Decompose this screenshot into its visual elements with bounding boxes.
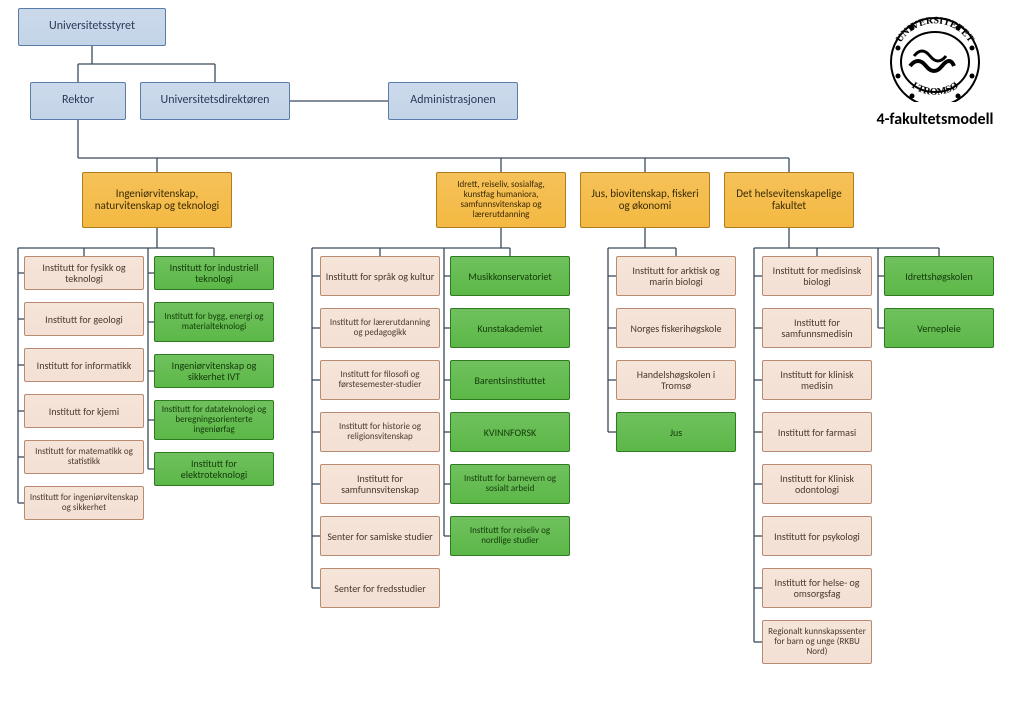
node-f2b1: Musikkonservatoriet: [450, 256, 570, 296]
node-f4b1: Idrettshøgskolen: [884, 256, 994, 296]
node-f3a1: Institutt for arktisk og marin biologi: [616, 256, 736, 296]
node-fak4: Det helsevitenskapelige fakultet: [724, 172, 854, 228]
node-f2a7: Senter for fredsstudier: [320, 568, 440, 608]
node-f1a6: Institutt for ingeniørvitenskap og sikke…: [24, 486, 144, 520]
node-f4b2: Vernepleie: [884, 308, 994, 348]
node-rektor: Rektor: [30, 82, 126, 120]
node-f1b3: Ingeniørvitenskap og sikkerhet IVT: [154, 354, 274, 388]
node-f2a2: Institutt for lærerutdanning og pedagogi…: [320, 308, 440, 348]
node-f4a4: Institutt for farmasi: [762, 412, 872, 452]
node-f1a1: Institutt for fysikk og teknologi: [24, 256, 144, 290]
node-f1a3: Institutt for informatikk: [24, 348, 144, 382]
node-f3a3: Handelshøgskolen i Tromsø: [616, 360, 736, 400]
node-f2a6: Senter for samiske studier: [320, 516, 440, 556]
node-f1b2: Institutt for bygg, energi og materialte…: [154, 302, 274, 342]
node-fak3: Jus, biovitenskap, fiskeri og økonomi: [580, 172, 710, 228]
node-f1b1: Institutt for industriell teknologi: [154, 256, 274, 290]
node-fak1: Ingeniørvitenskap, naturvitenskap og tek…: [82, 172, 232, 228]
node-unistyret: Universitetsstyret: [18, 8, 166, 46]
node-f2a3: Institutt for filosofi og førstesemester…: [320, 360, 440, 400]
node-f1b5: Institutt for elektroteknologi: [154, 452, 274, 486]
university-logo: UNIVERSITETET I TROMSØ: [870, 12, 1000, 102]
node-unidir: Universitetsdirektøren: [140, 82, 290, 120]
node-f2a5: Institutt for samfunnsvitenskap: [320, 464, 440, 504]
node-f4a6: Institutt for psykologi: [762, 516, 872, 556]
node-f2b6: Institutt for reiseliv og nordlige studi…: [450, 516, 570, 556]
svg-text:UNIVERSITETET: UNIVERSITETET: [894, 15, 976, 45]
node-f3a4: Jus: [616, 412, 736, 452]
node-f3a2: Norges fiskerihøgskole: [616, 308, 736, 348]
node-f4a3: Institutt for klinisk medisin: [762, 360, 872, 400]
node-f1b4: Institutt for datateknologi og beregning…: [154, 400, 274, 440]
node-f4a8: Regionalt kunnskapssenter for barn og un…: [762, 620, 872, 664]
svg-text:I TROMSØ: I TROMSØ: [910, 80, 961, 98]
node-f2a1: Institutt for språk og kultur: [320, 256, 440, 296]
node-f4a2: Institutt for samfunnsmedisin: [762, 308, 872, 348]
node-fak2: Idrett, reiseliv, sosialfag, kunstfag hu…: [436, 172, 566, 228]
node-f1a5: Institutt for matematikk og statistikk: [24, 440, 144, 474]
model-title: 4-fakultetsmodell: [850, 110, 1020, 129]
node-f4a1: Institutt for medisinsk biologi: [762, 256, 872, 296]
node-f2b5: Institutt for barnevern og sosialt arbei…: [450, 464, 570, 504]
node-f1a4: Institutt for kjemi: [24, 394, 144, 428]
node-f4a7: Institutt for helse- og omsorgsfag: [762, 568, 872, 608]
node-admin: Administrasjonen: [388, 82, 518, 120]
node-f2b4: KVINNFORSK: [450, 412, 570, 452]
node-f2b2: Kunstakademiet: [450, 308, 570, 348]
node-f2a4: Institutt for historie og religionsviten…: [320, 412, 440, 452]
node-f2b3: Barentsinstituttet: [450, 360, 570, 400]
node-f4a5: Institutt for Klinisk odontologi: [762, 464, 872, 504]
node-f1a2: Institutt for geologi: [24, 302, 144, 336]
